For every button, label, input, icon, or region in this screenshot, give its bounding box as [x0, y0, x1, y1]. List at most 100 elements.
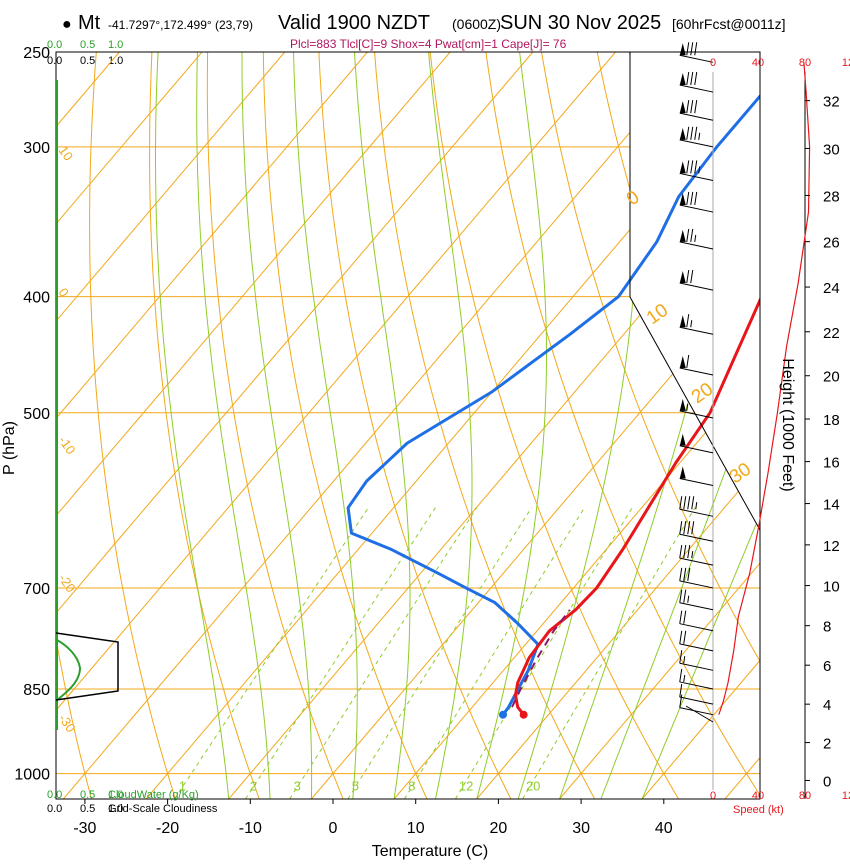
height-tick-label: 20	[823, 369, 840, 386]
wind-speed-top-tick: 12	[842, 57, 850, 69]
wind-barb	[680, 590, 713, 610]
dry-adiabat	[375, 52, 595, 799]
height-tick-label: 22	[823, 325, 840, 342]
dry-adiabat	[319, 52, 511, 799]
wind-panel-mask	[630, 52, 760, 530]
station-name: Mt	[78, 12, 101, 34]
stability-indices: Plcl=883 Tlcl[C]=9 Shox=4 Pwat[cm]=1 Cap…	[290, 37, 567, 51]
height-tick-label: 4	[823, 697, 831, 714]
pressure-tick-label: 400	[23, 290, 50, 307]
temperature-tick-label: -20	[156, 820, 179, 837]
mixing-ratio-label: 2	[250, 778, 257, 793]
temperature-tick-label: 30	[572, 820, 590, 837]
moist-adiabat	[294, 52, 358, 799]
mixing-ratio-line	[523, 508, 695, 799]
forecast-date: SUN 30 Nov 2025	[500, 12, 661, 34]
surface-dewpoint-dot	[499, 711, 507, 719]
height-tick-label: 8	[823, 619, 831, 636]
isotherm	[0, 52, 450, 799]
height-tick-label: 0	[823, 773, 831, 790]
wind-speed-bottom-tick: 40	[752, 790, 764, 802]
height-tick-label: 10	[823, 579, 840, 596]
cloudiness-top-tick: 0.5	[80, 55, 95, 67]
temperature-tick-label: 10	[407, 820, 425, 837]
height-tick-label: 16	[823, 455, 840, 472]
temperature-tick-label: 40	[655, 820, 673, 837]
mixing-ratio-line	[290, 508, 477, 799]
height-tick-label: 28	[823, 188, 840, 205]
dry-adiabat	[150, 52, 260, 799]
station-marker: ●	[62, 16, 72, 33]
mixing-ratio-line	[404, 508, 584, 799]
valid-time: Valid 1900 NZDT	[278, 12, 430, 34]
height-tick-label: 32	[823, 94, 840, 111]
forecast-run: [60hrFcst@0011z]	[672, 16, 786, 32]
cloudiness-label: Grid-Scale Cloudiness	[108, 803, 218, 815]
x-axis-title: Temperature (C)	[372, 843, 488, 860]
temperature-tick-label: 20	[490, 820, 508, 837]
pressure-tick-label: 1000	[14, 767, 50, 784]
pressure-tick-label: 500	[23, 406, 50, 423]
mixing-ratio-label: 3	[294, 778, 301, 793]
station-location: -41.7297°,172.499° (23,79)	[108, 18, 253, 32]
mixing-ratio-line	[175, 508, 369, 799]
height-tick-label: 18	[823, 412, 840, 429]
moist-adiabat	[242, 52, 312, 799]
height-tick-label: 24	[823, 280, 840, 297]
cloudiness-bottom-tick: 0.0	[47, 803, 62, 815]
isotherm	[311, 52, 850, 799]
dry-adiabat-label: -20	[56, 571, 79, 595]
wind-barb	[680, 466, 713, 485]
height-tick-label: 26	[823, 235, 840, 252]
wind-barb	[680, 521, 713, 541]
surface-temperature-dot	[520, 711, 528, 719]
pressure-tick-label: 700	[23, 581, 50, 598]
wind-barb	[680, 611, 713, 631]
height-tick-label: 30	[823, 141, 840, 158]
cloudwater-top-tick: 1.0	[108, 39, 123, 51]
height-tick-label: 2	[823, 736, 831, 753]
height-axis-title: Height (1000 Feet)	[779, 358, 796, 491]
mixing-ratio-label: 8	[408, 778, 415, 793]
pressure-tick-label: 300	[23, 140, 50, 157]
wind-speed-bottom-tick: 0	[710, 790, 716, 802]
cloudwater-profile	[57, 640, 80, 700]
wind-barb	[680, 568, 713, 588]
pressure-tick-label: 250	[23, 45, 50, 62]
height-tick-label: 14	[823, 497, 840, 514]
moist-adiabat	[197, 52, 270, 799]
wind-barb	[680, 496, 713, 516]
wind-speed-top-tick: 40	[752, 57, 764, 69]
mixing-ratio-label: 5	[352, 778, 359, 793]
wind-barb	[680, 669, 713, 689]
temperature-tick-label: -30	[73, 820, 96, 837]
dry-adiabat-label: 0	[56, 285, 72, 300]
height-tick-label: 6	[823, 658, 831, 675]
dry-adiabat-label: -10	[56, 433, 79, 457]
dry-adiabat	[263, 52, 427, 799]
moist-adiabat	[477, 52, 547, 799]
height-tick-label: 12	[823, 538, 840, 555]
cloudwater-bottom-tick: 0.5	[80, 789, 95, 801]
moist-adiabat	[156, 52, 229, 799]
dry-adiabat	[207, 52, 343, 799]
mixing-ratio-label: 12	[459, 778, 473, 793]
moist-adiabat	[355, 52, 411, 799]
utc-time: (0600Z)	[452, 16, 501, 32]
isotherm	[0, 52, 533, 799]
cloudiness-bottom-tick: 0.5	[80, 803, 95, 815]
temperature-tick-label: -10	[239, 820, 262, 837]
temperature-tick-label: 0	[329, 820, 338, 837]
wind-speed-bottom-tick: 80	[799, 790, 811, 802]
cloudwater-top-tick: 0.5	[80, 39, 95, 51]
cloudwater-bottom-tick: 0.0	[47, 789, 62, 801]
pressure-tick-label: 850	[23, 682, 50, 699]
cloudwater-label: CloudWater (g/Kg)	[108, 789, 199, 801]
wind-speed-top-tick: 0	[710, 57, 716, 69]
isotherm	[0, 52, 367, 799]
wind-speed-label: Speed (kt)	[733, 804, 784, 816]
wind-speed-top-tick: 80	[799, 57, 811, 69]
y-axis-title: P (hPa)	[1, 421, 18, 475]
